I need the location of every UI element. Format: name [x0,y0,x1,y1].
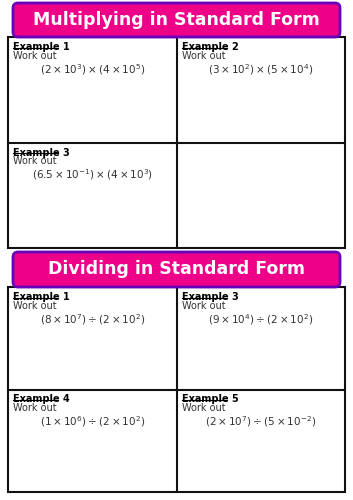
Text: Example 4: Example 4 [13,394,70,404]
Text: Work out: Work out [181,51,225,61]
Text: Multiplying in Standard Form: Multiplying in Standard Form [33,11,320,29]
Text: Example 2: Example 2 [181,42,238,52]
Text: Work out: Work out [13,404,56,413]
Text: Work out: Work out [181,301,225,311]
Text: $(8 \times 10^{7}) \div (2 \times 10^{2})$: $(8 \times 10^{7}) \div (2 \times 10^{2}… [40,312,145,327]
FancyBboxPatch shape [13,3,340,37]
Text: Example 5: Example 5 [181,394,238,404]
Text: Example 1: Example 1 [13,42,70,52]
Text: Work out: Work out [13,51,56,61]
Text: Example 3: Example 3 [13,148,70,158]
Text: $(2 \times 10^{7}) \div (5 \times 10^{-2})$: $(2 \times 10^{7}) \div (5 \times 10^{-2… [205,414,316,429]
Text: $(6.5 \times 10^{-1}) \times (4 \times 10^{3})$: $(6.5 \times 10^{-1}) \times (4 \times 1… [32,168,153,182]
Text: Dividing in Standard Form: Dividing in Standard Form [48,260,305,278]
Bar [8,287,345,492]
Bar [8,37,345,248]
Text: Work out: Work out [13,301,56,311]
Text: Example 1: Example 1 [13,292,70,302]
Text: Work out: Work out [181,404,225,413]
Text: $(1 \times 10^{6}) \div (2 \times 10^{2})$: $(1 \times 10^{6}) \div (2 \times 10^{2}… [40,414,145,429]
Text: $(3 \times 10^{2}) \times (5 \times 10^{4})$: $(3 \times 10^{2}) \times (5 \times 10^{… [208,62,313,76]
Text: $(9 \times 10^{4}) \div (2 \times 10^{2})$: $(9 \times 10^{4}) \div (2 \times 10^{2}… [208,312,313,327]
Text: $(2 \times 10^{3}) \times (4 \times 10^{5})$: $(2 \times 10^{3}) \times (4 \times 10^{… [40,62,145,76]
Text: Example 3: Example 3 [181,292,238,302]
FancyBboxPatch shape [13,252,340,287]
Text: Work out: Work out [13,156,56,166]
